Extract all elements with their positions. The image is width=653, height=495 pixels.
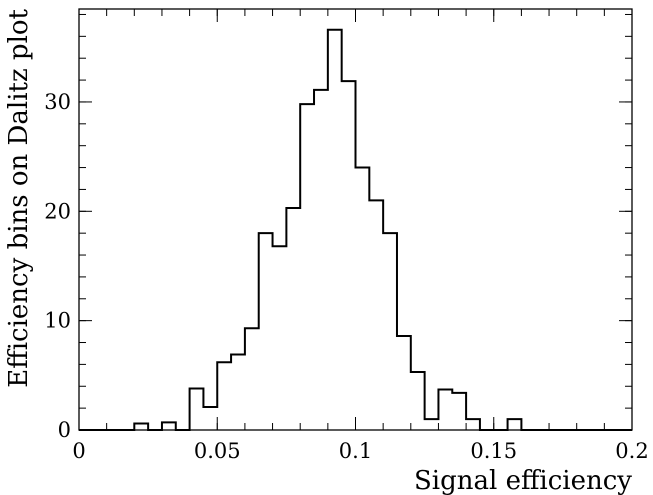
- x-tick-label: 0.05: [194, 439, 241, 463]
- y-tick-label: 20: [44, 199, 71, 223]
- histogram-bin: [356, 168, 370, 430]
- axis-ticks: [78, 9, 633, 431]
- histogram-bin: [314, 90, 328, 430]
- histogram-bin: [203, 407, 217, 430]
- histogram-bin: [397, 336, 411, 430]
- histogram-bin: [508, 419, 522, 430]
- x-tick-label: 0.2: [615, 439, 648, 463]
- y-tick-label: 10: [44, 309, 71, 333]
- histogram-bin: [342, 81, 356, 430]
- histogram-bin: [411, 372, 425, 430]
- plot-frame: [78, 8, 633, 431]
- histogram-bin: [162, 422, 176, 430]
- histogram-bin: [466, 419, 480, 430]
- y-tick-label: 0: [58, 418, 71, 442]
- y-tick-label: 30: [44, 90, 71, 114]
- histogram-bin: [286, 208, 300, 430]
- x-tick-label: 0.15: [470, 439, 517, 463]
- histogram-bin: [231, 355, 245, 430]
- histogram-bin: [190, 388, 204, 430]
- x-axis-label: Signal efficiency: [414, 466, 632, 495]
- histogram-bin: [328, 30, 342, 430]
- histogram-bin: [369, 200, 383, 430]
- x-tick-label: 0.1: [339, 439, 372, 463]
- histogram-bin: [259, 233, 273, 430]
- histogram-bin: [217, 362, 231, 430]
- histogram-series-line: [79, 28, 632, 431]
- histogram-bin: [438, 390, 452, 430]
- histogram-bin: [245, 328, 259, 430]
- histogram-bin: [300, 104, 314, 430]
- histogram-bin: [425, 419, 439, 430]
- histogram-bin: [273, 246, 287, 430]
- histogram-bin: [383, 233, 397, 430]
- y-axis-label: Efficiency bins on Dalitz plot: [4, 8, 34, 387]
- x-tick-label: 0: [72, 439, 85, 463]
- axis-tick-labels: 0 0.05 0.1 0.15 0.2 0 10 20 30: [44, 90, 648, 463]
- histogram-bin: [452, 393, 466, 430]
